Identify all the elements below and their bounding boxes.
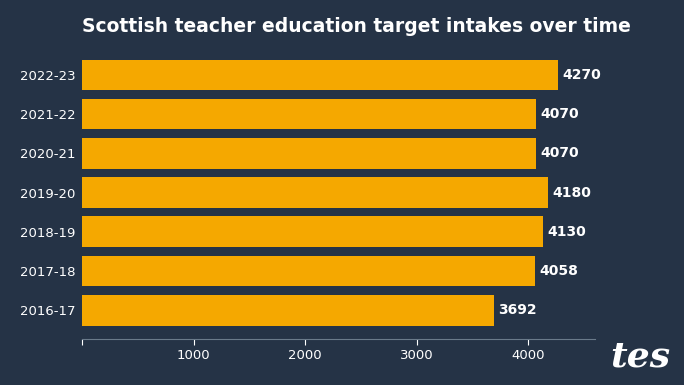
Bar (82, 99, 536, 129)
Text: Scottish teacher education target intakes over time: Scottish teacher education target intake… (82, 17, 631, 36)
Bar (82, 60, 558, 90)
Text: 4130: 4130 (547, 225, 586, 239)
Bar (82, 138, 536, 169)
Bar (82, 295, 494, 325)
Bar (82, 216, 542, 247)
Text: 4070: 4070 (540, 107, 579, 121)
Text: 4058: 4058 (539, 264, 578, 278)
Text: 3692: 3692 (498, 303, 537, 317)
Bar (82, 256, 535, 286)
Text: 4180: 4180 (553, 186, 592, 199)
Text: 4070: 4070 (540, 146, 579, 160)
Text: tes: tes (610, 340, 670, 373)
Bar (82, 177, 549, 208)
Text: 4270: 4270 (563, 68, 601, 82)
